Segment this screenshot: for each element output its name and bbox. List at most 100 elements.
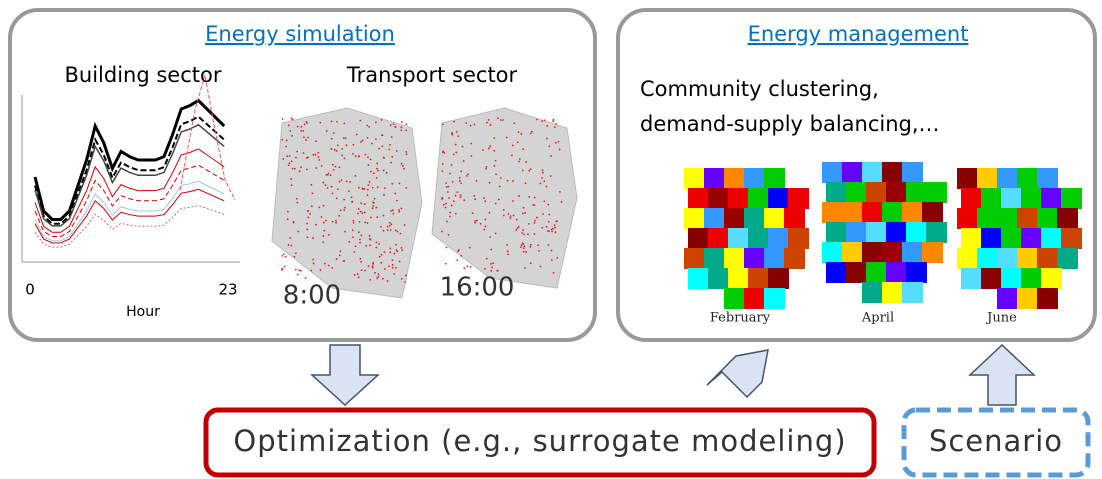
traffic-dot <box>343 198 346 201</box>
traffic-dot <box>353 251 356 253</box>
traffic-dot <box>388 224 391 227</box>
cluster-cell <box>997 288 1018 309</box>
traffic-dot <box>400 129 403 131</box>
traffic-dot <box>475 179 478 182</box>
traffic-dot <box>383 268 386 270</box>
traffic-dot <box>405 186 408 189</box>
traffic-dot <box>325 173 328 176</box>
traffic-dot <box>383 187 386 190</box>
cluster-cell <box>957 208 978 229</box>
cluster-cell <box>906 262 927 283</box>
traffic-dot <box>325 219 327 222</box>
traffic-dot <box>376 162 379 165</box>
traffic-dot <box>395 266 397 269</box>
traffic-dot <box>283 265 286 268</box>
traffic-dot <box>559 190 561 193</box>
cluster-cell <box>926 222 947 243</box>
traffic-dot <box>320 164 323 167</box>
traffic-dot <box>352 236 354 238</box>
traffic-dot <box>545 225 548 228</box>
traffic-dot <box>369 158 372 161</box>
traffic-dot <box>319 121 322 124</box>
traffic-dot <box>390 136 393 139</box>
traffic-dot <box>554 226 557 229</box>
traffic-dot <box>339 250 342 253</box>
traffic-dot <box>524 182 527 185</box>
traffic-dot <box>366 222 369 224</box>
traffic-dot <box>512 180 514 182</box>
traffic-dot <box>294 268 297 271</box>
traffic-dot <box>444 262 447 265</box>
traffic-dot <box>395 150 398 152</box>
traffic-dot <box>367 164 370 166</box>
traffic-dot <box>541 171 544 174</box>
cluster-cell <box>862 282 883 303</box>
traffic-dot <box>357 186 360 189</box>
traffic-dot <box>339 209 342 212</box>
traffic-dot <box>506 244 508 246</box>
traffic-dot <box>542 213 545 215</box>
traffic-dot <box>522 250 525 253</box>
cluster-cell <box>1021 188 1042 209</box>
traffic-dot <box>332 168 335 171</box>
traffic-dot <box>327 172 330 175</box>
traffic-dot <box>291 118 294 121</box>
traffic-dot <box>393 252 396 255</box>
traffic-dot <box>285 139 288 142</box>
traffic-dot <box>498 185 501 188</box>
cluster-cell <box>748 188 769 209</box>
traffic-dot <box>485 167 487 170</box>
traffic-dot <box>335 150 338 152</box>
transport-maps <box>271 107 578 299</box>
traffic-dot <box>456 259 459 262</box>
cluster-cell <box>842 242 863 263</box>
traffic-dot <box>459 196 462 198</box>
traffic-dot <box>359 238 361 241</box>
traffic-dot <box>360 202 363 205</box>
traffic-dot <box>468 246 471 249</box>
traffic-dot <box>345 144 348 147</box>
traffic-dot <box>354 174 357 177</box>
traffic-dot <box>441 197 443 200</box>
traffic-dot <box>533 219 536 222</box>
traffic-dot <box>511 154 513 157</box>
traffic-dot <box>302 136 305 139</box>
traffic-dot <box>497 198 500 201</box>
traffic-dot <box>364 221 367 224</box>
scenario-box <box>901 407 1091 478</box>
traffic-dot <box>550 249 553 252</box>
cluster-cell <box>788 228 809 249</box>
traffic-dot <box>386 280 389 282</box>
traffic-dot <box>336 120 338 123</box>
traffic-dot <box>449 215 451 218</box>
traffic-dot <box>443 152 446 154</box>
traffic-dot <box>496 269 499 272</box>
cluster-cell <box>1041 188 1062 209</box>
traffic-dot <box>335 258 338 260</box>
traffic-dot <box>304 276 307 279</box>
traffic-dot <box>343 122 346 125</box>
traffic-dot <box>363 211 366 214</box>
traffic-dot <box>322 221 325 224</box>
cluster-cell <box>768 188 789 209</box>
traffic-dot <box>441 163 444 165</box>
traffic-dot <box>309 212 312 215</box>
traffic-dot <box>541 120 543 123</box>
traffic-dot <box>474 221 476 224</box>
traffic-dot <box>371 207 374 210</box>
traffic-dot <box>551 227 554 230</box>
traffic-dot <box>485 165 488 168</box>
traffic-dot <box>378 147 380 150</box>
traffic-dot <box>365 244 368 247</box>
traffic-dot <box>547 244 550 246</box>
traffic-dot <box>320 216 323 218</box>
traffic-dot <box>509 215 512 218</box>
traffic-dot <box>552 120 555 123</box>
traffic-dot <box>354 245 357 248</box>
traffic-dot <box>488 211 491 214</box>
cluster-cell <box>846 182 867 203</box>
traffic-dot <box>367 265 370 268</box>
traffic-dot <box>329 174 332 177</box>
traffic-dot <box>520 132 523 135</box>
cluster-cell <box>724 208 745 229</box>
